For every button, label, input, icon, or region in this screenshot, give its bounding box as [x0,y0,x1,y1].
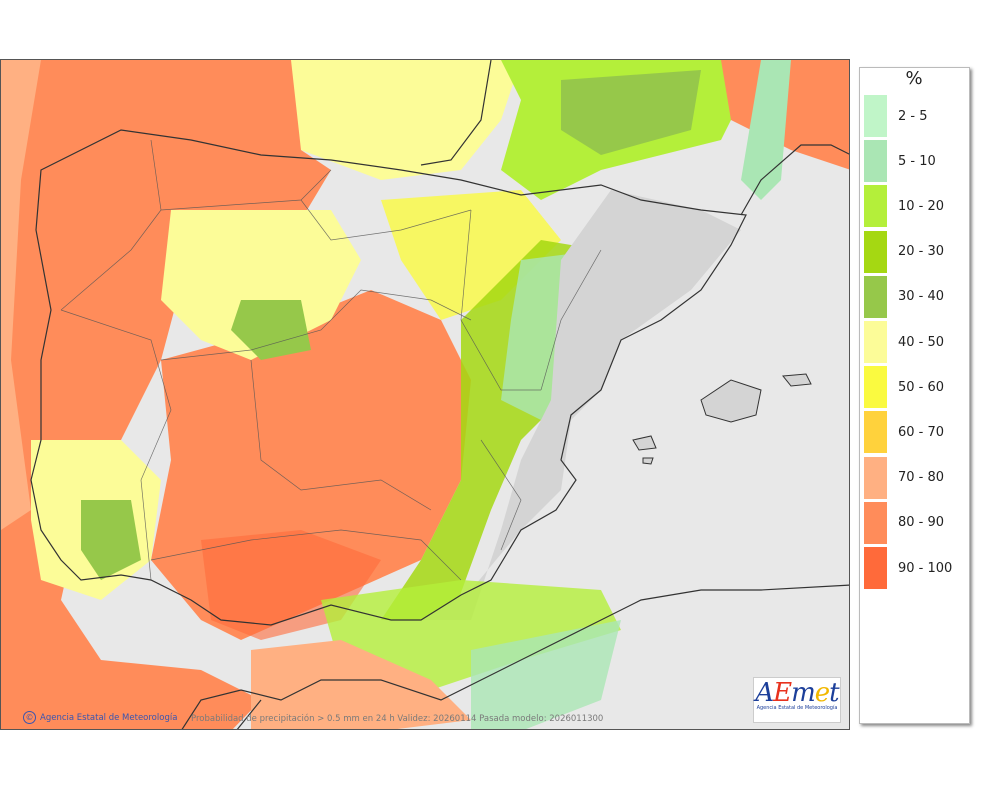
border-meseta [160,289,472,361]
island-formentera [642,457,654,465]
coastline-gulf-lion [740,144,849,216]
probability-fields [1,60,849,729]
border-aragon [460,209,541,391]
legend-swatch [864,547,887,589]
legend-label: 50 - 60 [898,379,945,395]
coastlines [30,60,849,729]
coastline-iberia [30,129,747,626]
legend-label: 60 - 70 [898,424,945,440]
field-30-40-ne-band [561,70,701,155]
field-20-30-alboran [321,580,621,690]
legend-item: 70 - 80 [864,456,945,499]
copyright-icon: © [23,711,36,724]
legend-swatch [864,321,887,363]
legend-item: 10 - 20 [864,185,945,228]
probability-legend: % 2 - 5 5 - 10 10 - 20 20 - 30 30 - 40 40 - 5… [859,67,970,724]
border-valencia [480,439,522,551]
field-30-40-duero-core [231,300,311,360]
legend-swatch [864,501,887,544]
legend-swatch [864,456,887,499]
field-70-80-coast [1,60,41,530]
coastline-morocco [236,699,262,729]
logo-letter: A [755,678,774,708]
legend-swatch [864,411,887,454]
island-ibiza [632,435,657,451]
legend-swatch [864,95,887,137]
border-andalucia [150,529,462,581]
field-70-80-alboran [251,640,471,729]
legend-item: 20 - 30 [864,230,945,273]
field-none-east-coast [421,190,741,620]
legend-item: 2 - 5 [864,95,928,137]
legend-item: 30 - 40 [864,275,945,318]
regional-borders [60,139,602,581]
map-caption: Probabilidad de precipitación > 0.5 mm e… [191,714,604,724]
map-canvas [1,60,849,729]
balearic-islands [632,373,812,465]
legend-swatch [864,275,887,318]
island-menorca [782,373,812,387]
logo-letter: e [814,678,830,708]
border-portugal [60,309,172,581]
legend-label: 10 - 20 [898,198,945,214]
border-galicia [60,139,162,311]
legend-label: 30 - 40 [898,289,945,305]
logo-letter: t [829,678,840,708]
field-40-50-north [291,60,521,180]
legend-item: 50 - 60 [864,366,945,409]
field-40-50-duero [161,210,361,360]
legend-swatch [864,185,887,228]
field-30-40-west-core [81,500,141,580]
legend-unit: % [905,68,923,89]
legend-label: 5 - 10 [898,153,936,169]
legend-label: 90 - 100 [898,560,953,576]
credit-line: © Agencia Estatal de Meteorología [23,711,177,724]
logo-wordmark: AEmet [754,678,840,708]
legend-swatch [864,366,887,409]
legend-label: 70 - 80 [898,470,945,486]
legend-item: 5 - 10 [864,140,936,183]
legend-label: 20 - 30 [898,244,945,260]
island-mallorca [700,379,762,423]
legend-swatch [864,140,887,183]
border-catalonia [540,249,602,391]
coastline-france [420,60,492,166]
legend-label: 2 - 5 [898,108,928,124]
logo-letter: E [773,678,792,708]
precipitation-probability-map[interactable]: © Agencia Estatal de Meteorología Probab… [0,59,850,730]
legend-item: 80 - 90 [864,501,945,544]
legend-label: 80 - 90 [898,515,945,531]
aemet-logo: AEmet Agencia Estatal de Meteorología [753,677,841,723]
field-5-10-south [471,620,621,729]
border-castilla [250,359,432,511]
border-ebro [300,199,472,241]
coastline-africa [181,584,849,729]
legend-item: 60 - 70 [864,411,945,454]
legend-item: 90 - 100 [864,547,952,589]
logo-subtitle: Agencia Estatal de Meteorología [756,705,838,711]
legend-swatch [864,230,887,273]
legend-item: 40 - 50 [864,321,944,363]
credit-text: Agencia Estatal de Meteorología [40,712,178,723]
legend-label: 40 - 50 [898,334,945,350]
logo-letter: m [791,678,816,708]
